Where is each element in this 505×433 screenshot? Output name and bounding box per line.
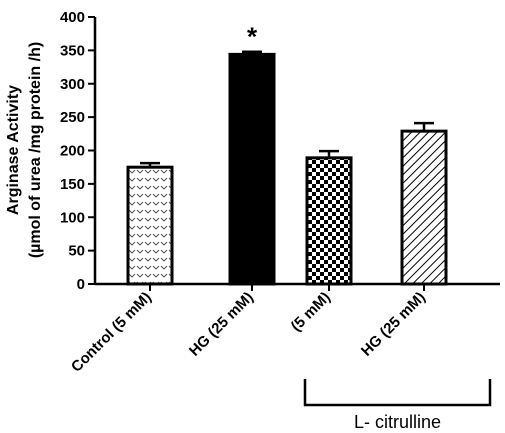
y-tick-label: 100 <box>60 209 85 226</box>
group-label: L- citrulline <box>354 412 441 432</box>
y-tick-label: 50 <box>68 243 85 260</box>
y-tick-label: 350 <box>60 42 85 59</box>
y-tick-label: 0 <box>77 276 85 293</box>
y-tick-label: 300 <box>60 76 85 93</box>
x-tick-label: HG (25 mM) <box>186 289 257 360</box>
bar-1 <box>228 52 276 286</box>
bar-series <box>126 52 448 286</box>
group-bracket: L- citrulline <box>303 379 492 432</box>
bracket-line <box>303 379 492 407</box>
x-axis: Control (5 mM) HG (25 mM) (5 mM) HG (25 mM) <box>68 282 500 376</box>
significance-annotation: * <box>247 22 258 52</box>
y-axis-title-line1: Arginase Activity <box>5 85 22 215</box>
y-tick-label: 200 <box>60 143 85 160</box>
error-bars <box>140 50 434 168</box>
annotations: * <box>247 22 258 52</box>
bar-3 <box>400 129 448 286</box>
y-tick-label: 150 <box>60 176 85 193</box>
x-tick-label: HG (25 mM) <box>358 289 429 360</box>
y-axis-title-line2: (µmol of urea /mg protein /h) <box>27 42 44 258</box>
x-tick-label: (5 mM) <box>288 289 334 335</box>
y-axis: 0 50 100 150 200 250 300 350 400 <box>60 9 97 293</box>
x-tick-label: Control (5 mM) <box>68 289 155 376</box>
y-tick-label: 250 <box>60 109 85 126</box>
y-tick-label: 400 <box>60 9 85 26</box>
bar-2 <box>305 156 353 286</box>
bar-0 <box>126 165 174 286</box>
